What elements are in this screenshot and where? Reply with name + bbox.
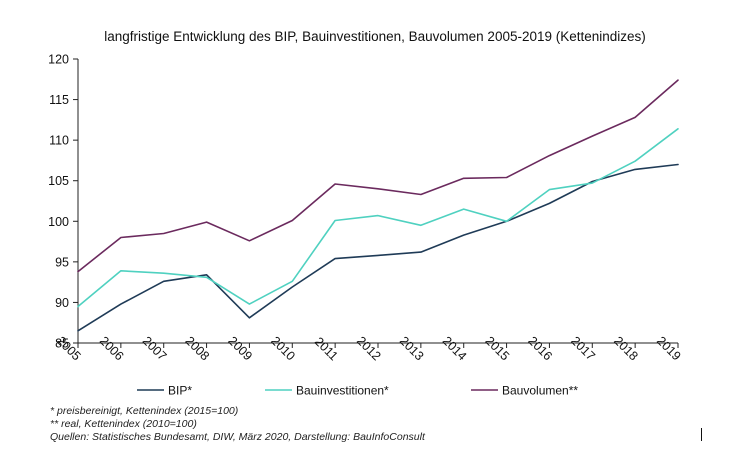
y-tick-label: 105: [48, 174, 69, 188]
x-tick-label: 2007: [140, 334, 170, 364]
y-tick-label: 90: [55, 296, 69, 310]
y-tick-label: 110: [49, 134, 69, 148]
series-line-3: [77, 79, 679, 273]
y-tick-label: 85: [55, 337, 69, 351]
x-tick-label: 2012: [354, 334, 384, 364]
y-tick-label: 100: [48, 215, 69, 229]
source-note: Quellen: Statistisches Bundesamt, DIW, M…: [50, 431, 425, 443]
legend-label-1: BIP*: [168, 384, 192, 398]
x-tick-label: 2008: [183, 334, 213, 364]
series-line-1: [77, 163, 679, 332]
series-line-2: [77, 128, 679, 308]
x-tick-label: 2018: [611, 334, 641, 364]
x-tick-label: 2019: [654, 334, 684, 364]
x-tick-label: 2013: [397, 334, 427, 364]
y-tick-label: 115: [49, 93, 69, 107]
footnote-bauvolumen: ** real, Kettenindex (2010=100): [50, 418, 197, 430]
x-tick-label: 2006: [97, 334, 127, 364]
x-tick-label: 2011: [312, 334, 341, 363]
x-tick-label: 2009: [225, 334, 255, 364]
text-cursor: [701, 428, 702, 441]
footnote-bip: * preisbereinigt, Kettenindex (2015=100): [50, 405, 239, 417]
x-tick-label: 2016: [525, 334, 555, 364]
x-tick-label: 2010: [268, 334, 298, 364]
legend-label-2: Bauinvestitionen*: [296, 384, 389, 398]
legend-label-3: Bauvolumen**: [502, 384, 578, 398]
x-tick-label: 2014: [440, 334, 470, 364]
y-tick-label: 120: [48, 53, 69, 67]
x-tick-label: 2017: [568, 334, 598, 364]
y-tick-label: 95: [55, 255, 69, 269]
chart-title: langfristige Entwicklung des BIP, Bauinv…: [104, 29, 646, 44]
x-tick-label: 2015: [483, 334, 513, 364]
